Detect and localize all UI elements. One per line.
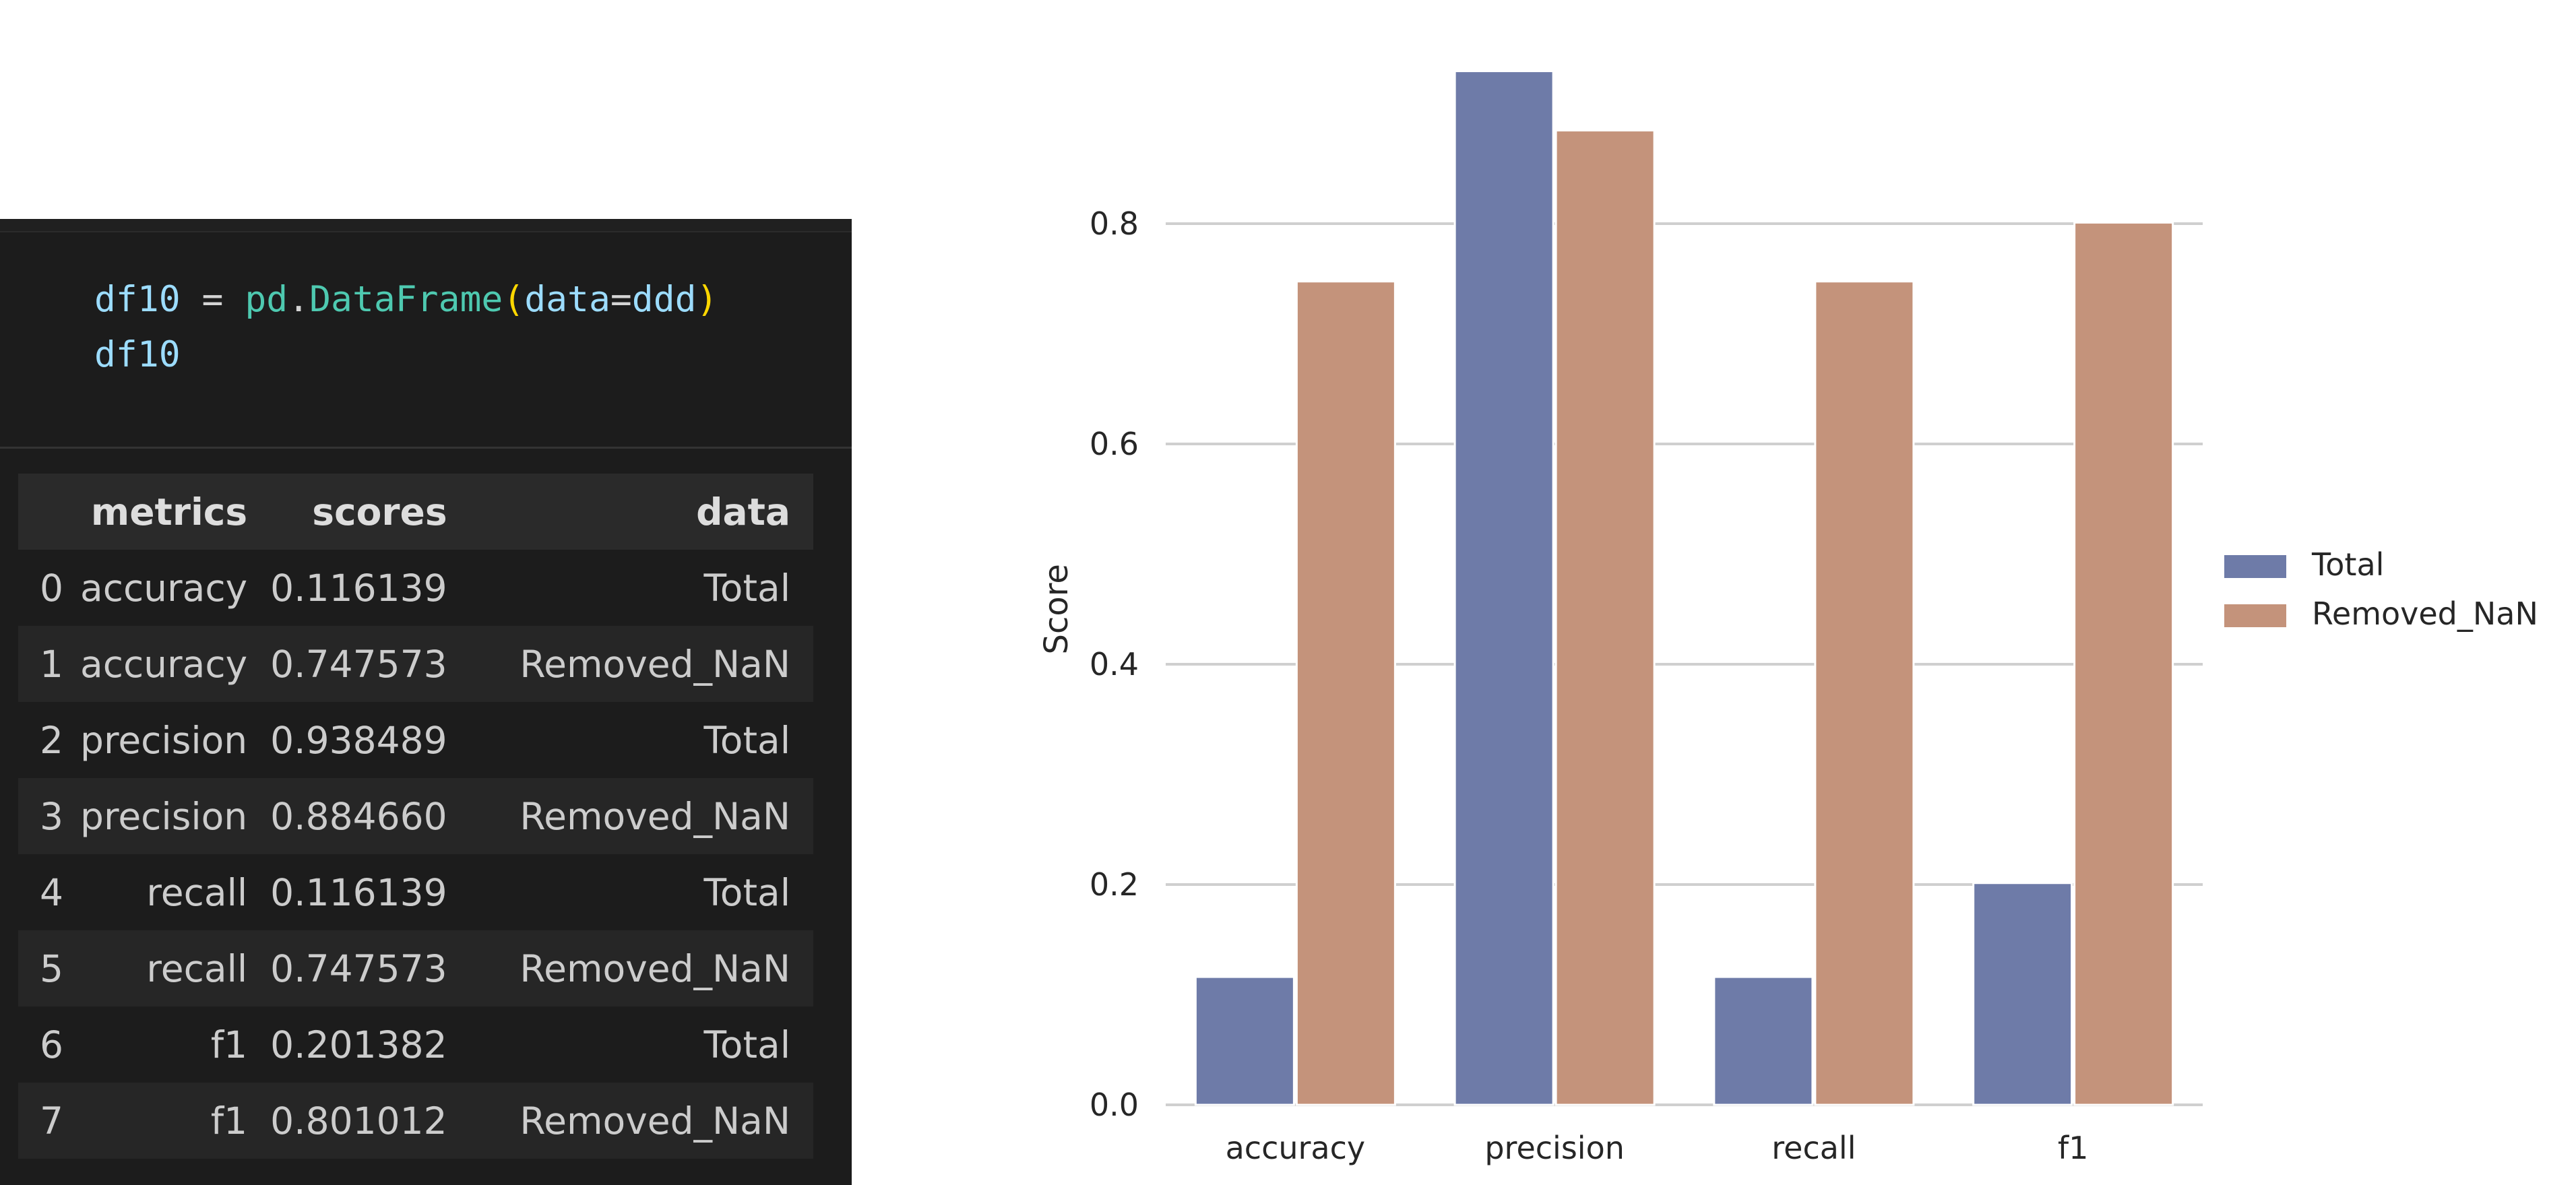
bar-removed_nan-precision: [1554, 129, 1656, 1106]
cell-score: 0.201382: [270, 1023, 447, 1066]
bars: [1194, 70, 2174, 1106]
table-row: 7 f1 0.801012 Removed_NaN: [18, 1083, 813, 1159]
cell-data: Removed_NaN: [520, 794, 790, 838]
bar-chart: 0.0 0.2 0.4 0.6 0.8 accuracy precision recall f1…: [1038, 70, 2538, 1166]
table-row: 0 accuracy 0.116139 Total: [18, 550, 813, 626]
header-index: [18, 474, 80, 550]
dataframe-output: metrics scores data 0 accuracy 0.116139 …: [18, 474, 813, 1159]
code-token-var: df10: [94, 279, 181, 320]
cell-data: Total: [703, 870, 790, 914]
code-line-2[interactable]: df10: [94, 334, 181, 375]
header-data: data: [696, 490, 790, 534]
code-token-argval: ddd: [631, 279, 697, 320]
cell-score: 0.884660: [270, 794, 447, 838]
cell-data: Total: [703, 566, 790, 610]
y-axis-label: Score: [1038, 564, 1075, 654]
table-row: 5 recall 0.747573 Removed_NaN: [18, 930, 813, 1006]
table-row: 2 precision 0.938489 Total: [18, 702, 813, 778]
cell-score: 0.938489: [270, 718, 447, 762]
code-token-lparen: (: [503, 279, 525, 320]
code-token-dot: .: [288, 279, 310, 320]
row-index: 0: [40, 566, 63, 610]
cell-metric: f1: [210, 1023, 248, 1066]
x-tick-label: accuracy: [1226, 1130, 1366, 1166]
code-token-rparen: ): [696, 279, 718, 320]
cell-divider: [0, 219, 852, 233]
table-header-row: metrics scores data: [18, 474, 813, 550]
x-tick-label: precision: [1484, 1130, 1625, 1166]
header-metrics: metrics: [90, 490, 248, 534]
axes: 0.0 0.2 0.4 0.6 0.8 accuracy precision recall f1…: [1038, 205, 2088, 1166]
y-tick-label: 0.8: [1090, 205, 1139, 242]
cell-data: Removed_NaN: [520, 1099, 790, 1143]
cell-metric: f1: [210, 1099, 248, 1143]
legend-swatch: [2224, 604, 2286, 627]
cell-data: Removed_NaN: [520, 642, 790, 686]
row-index: 6: [40, 1023, 63, 1066]
cell-metric: precision: [80, 718, 248, 762]
cell-metric: precision: [80, 794, 248, 838]
bar-total-precision: [1453, 70, 1554, 1106]
notebook-panel: df10 = pd.DataFrame(data=ddd) df10 metri…: [0, 219, 852, 1185]
code-token-function: DataFrame: [309, 279, 503, 320]
cell-score: 0.116139: [270, 566, 447, 610]
cell-metric: accuracy: [80, 642, 248, 686]
legend: Total Removed_NaN: [2224, 546, 2538, 632]
table-row: 3 precision 0.884660 Removed_NaN: [18, 778, 813, 854]
table-row: 6 f1 0.201382 Total: [18, 1006, 813, 1083]
cell-metric: recall: [146, 870, 248, 914]
y-tick-label: 0.4: [1090, 646, 1139, 682]
cell-metric: recall: [146, 947, 248, 990]
x-tick-label: f1: [2058, 1130, 2088, 1166]
table-row: 4 recall 0.116139 Total: [18, 854, 813, 930]
cell-metric: accuracy: [80, 566, 248, 610]
bar-removed_nan-accuracy: [1295, 280, 1396, 1106]
cell-data: Removed_NaN: [520, 947, 790, 990]
code-cell[interactable]: df10 = pd.DataFrame(data=ddd) df10: [0, 232, 852, 449]
row-index: 2: [40, 718, 63, 762]
code-line-1[interactable]: df10 = pd.DataFrame(data=ddd): [94, 278, 718, 322]
y-tick-label: 0.6: [1090, 426, 1139, 462]
row-index: 1: [40, 642, 63, 686]
table-row: 1 accuracy 0.747573 Removed_NaN: [18, 626, 813, 702]
row-index: 5: [40, 947, 63, 990]
code-token-module: pd: [245, 279, 288, 320]
code-token-arg: data: [524, 279, 610, 320]
legend-swatch: [2224, 555, 2286, 578]
bar-total-recall: [1713, 975, 1814, 1106]
header-scores: scores: [312, 490, 447, 534]
bar-removed_nan-recall: [1814, 280, 1915, 1106]
bar-total-accuracy: [1194, 975, 1295, 1106]
legend-label: Removed_NaN: [2312, 596, 2538, 632]
row-index: 3: [40, 794, 63, 838]
legend-label: Total: [2311, 546, 2384, 583]
cell-score: 0.747573: [270, 642, 447, 686]
cell-score: 0.747573: [270, 947, 447, 990]
bar-removed_nan-f1: [2073, 221, 2174, 1106]
cell-data: Total: [703, 1023, 790, 1066]
cell-score: 0.116139: [270, 870, 447, 914]
cell-score: 0.801012: [270, 1099, 447, 1143]
row-index: 7: [40, 1099, 63, 1143]
row-index: 4: [40, 870, 63, 914]
y-tick-label: 0.2: [1090, 866, 1139, 903]
cell-data: Total: [703, 718, 790, 762]
x-tick-label: recall: [1771, 1130, 1856, 1166]
bar-total-f1: [1972, 882, 2073, 1106]
code-token-eq: =: [180, 279, 245, 320]
code-token-argeq: =: [610, 279, 632, 320]
y-tick-label: 0.0: [1090, 1087, 1139, 1123]
